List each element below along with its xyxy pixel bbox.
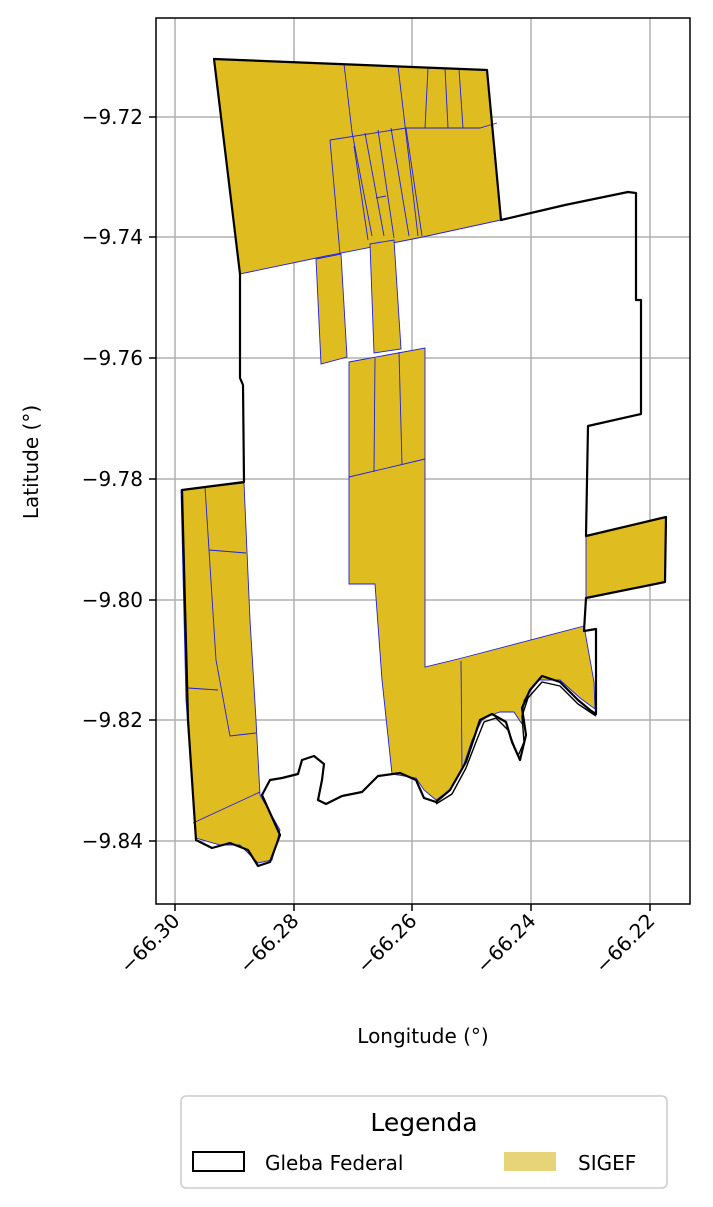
gleba-federal-river-edge [435, 681, 597, 805]
legend-swatch-gleba [192, 1151, 245, 1172]
sigef-layer [180, 58, 667, 864]
y-tick-labels: −9.72 −9.74 −9.76 −9.78 −9.80 −9.82 −9.8… [82, 105, 143, 853]
legend: Legenda Gleba Federal SIGEF [180, 1095, 668, 1189]
x-axis-title: Longitude (°) [357, 1024, 488, 1048]
sigef-inner-boundaries [187, 63, 498, 824]
gleba-federal-outline [180, 57, 668, 868]
x-tick-label: −66.22 [590, 909, 659, 978]
y-tick-label: −9.76 [82, 346, 143, 370]
legend-title: Legenda [370, 1108, 477, 1137]
x-tick-label: −66.24 [471, 909, 540, 978]
legend-label-gleba: Gleba Federal [265, 1151, 403, 1175]
x-tick-label: −66.28 [234, 909, 303, 978]
plot-frame [155, 17, 691, 905]
y-tick-label: −9.72 [82, 105, 143, 129]
sigef-parcel-central [348, 347, 596, 801]
sigef-parcel-east [585, 516, 667, 599]
sigef-parcel-sliver-a [315, 253, 348, 365]
sigef-parcel-sliver-b [369, 239, 402, 354]
y-axis-title: Latitude (°) [19, 405, 43, 519]
gleba-federal-layer [180, 57, 668, 868]
y-tick-label: −9.80 [82, 588, 143, 612]
y-tick-label: −9.74 [82, 225, 143, 249]
legend-swatch-sigef [504, 1152, 556, 1171]
y-tick-label: −9.78 [82, 467, 143, 491]
y-tick-label: −9.82 [82, 708, 143, 732]
x-tick-label: −66.30 [115, 909, 184, 978]
tick-marks [149, 116, 651, 911]
x-tick-labels: −66.30 −66.28 −66.26 −66.24 −66.22 [115, 909, 659, 978]
y-tick-label: −9.84 [82, 829, 143, 853]
x-tick-label: −66.26 [352, 909, 421, 978]
legend-label-sigef: SIGEF [578, 1151, 636, 1175]
